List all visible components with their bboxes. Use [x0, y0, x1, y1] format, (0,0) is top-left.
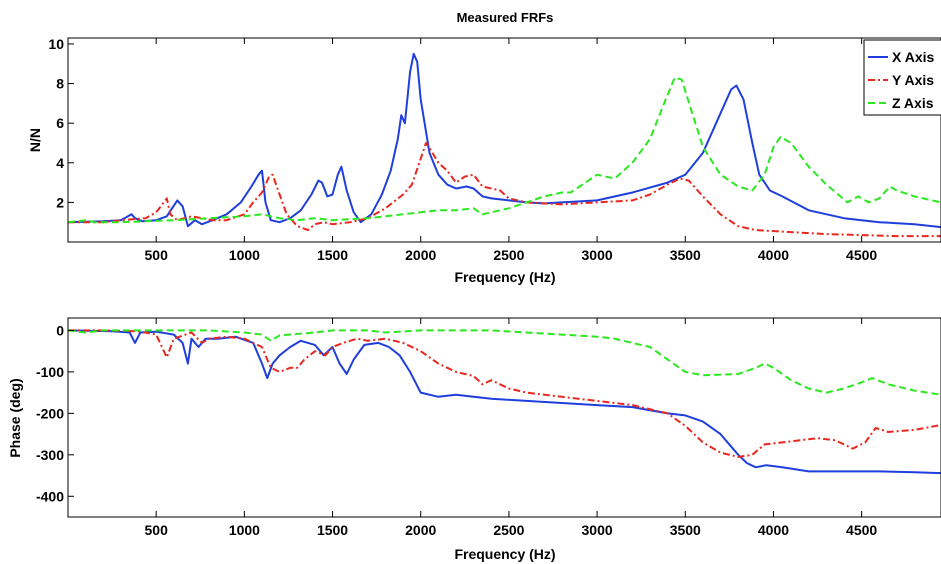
- magnitude-x-tick-label: 4000: [758, 247, 789, 263]
- legend-z-axis-label: Z Axis: [892, 95, 934, 111]
- phase-y-tick-label: -300: [36, 447, 64, 463]
- magnitude-series-z-axis: [68, 76, 941, 224]
- legend-y-axis-label: Y Axis: [892, 72, 934, 88]
- chart-title: Measured FRFs: [457, 10, 554, 25]
- magnitude-x-tick-label: 3000: [582, 247, 613, 263]
- phase-x-tick-label: 2000: [405, 522, 436, 538]
- magnitude-series-y-axis: [68, 142, 941, 238]
- phase-series-x-axis: [68, 329, 941, 475]
- phase-y-tick-label: -100: [36, 364, 64, 380]
- frf-phase-chart: 500 1000 1500 2000 2500 3000 3500 4000 4500 0 -10…: [7, 317, 941, 562]
- magnitude-y-tick-label: 10: [48, 36, 64, 52]
- magnitude-y-ticks: 2 4 6 8 10: [48, 36, 74, 210]
- phase-x-axis-label: Frequency (Hz): [454, 546, 555, 562]
- phase-series-y-axis: [68, 329, 941, 458]
- phase-x-tick-label: 2500: [493, 522, 524, 538]
- magnitude-x-tick-label: 500: [145, 247, 169, 263]
- phase-y-ticks: 0 -100 -200 -300 -400: [36, 322, 74, 504]
- magnitude-x-tick-label: 2500: [493, 247, 524, 263]
- phase-plot-frame: [67, 317, 941, 518]
- magnitude-x-tick-label: 1500: [317, 247, 348, 263]
- magnitude-x-tick-label: 4500: [846, 247, 877, 263]
- phase-x-tick-label: 3500: [670, 522, 701, 538]
- magnitude-y-tick-label: 6: [56, 115, 64, 131]
- magnitude-x-tick-label: 3500: [670, 247, 701, 263]
- legend-x-axis-label: X Axis: [892, 49, 934, 65]
- phase-x-tick-label: 4500: [846, 522, 877, 538]
- legend: X Axis Y Axis Z Axis: [863, 39, 941, 116]
- magnitude-x-tick-label: 1000: [229, 247, 260, 263]
- magnitude-y-tick-label: 2: [56, 194, 64, 210]
- magnitude-y-tick-label: 4: [56, 155, 64, 171]
- phase-x-tick-label: 1500: [317, 522, 348, 538]
- magnitude-x-ticks: 500 1000 1500 2000 2500 3000 3500 4000 4500: [145, 38, 877, 263]
- magnitude-series-x-axis: [68, 52, 941, 229]
- phase-x-tick-label: 3000: [582, 522, 613, 538]
- phase-y-axis-label: Phase (deg): [7, 378, 23, 457]
- phase-series-group: [68, 329, 941, 475]
- phase-series-z-axis: [68, 329, 941, 396]
- phase-y-tick-label: 0: [56, 322, 64, 338]
- phase-x-tick-label: 4000: [758, 522, 789, 538]
- phase-y-tick-label: -200: [36, 405, 64, 421]
- magnitude-y-axis-label: N/N: [27, 128, 43, 152]
- phase-x-ticks: 500 1000 1500 2000 2500 3000 3500 4000 4500: [145, 318, 877, 538]
- legend-box: [863, 39, 941, 116]
- frf-magnitude-chart: Measured FRFs 500 1000 1500 2000 2500 3000 350…: [27, 10, 941, 285]
- magnitude-x-axis-label: Frequency (Hz): [454, 269, 555, 285]
- magnitude-y-tick-label: 8: [56, 76, 64, 92]
- phase-x-tick-label: 1000: [229, 522, 260, 538]
- magnitude-x-tick-label: 2000: [405, 247, 436, 263]
- magnitude-plot-frame: [67, 37, 941, 243]
- magnitude-series-group: [68, 52, 941, 238]
- phase-y-tick-label: -400: [36, 488, 64, 504]
- phase-x-tick-label: 500: [145, 522, 169, 538]
